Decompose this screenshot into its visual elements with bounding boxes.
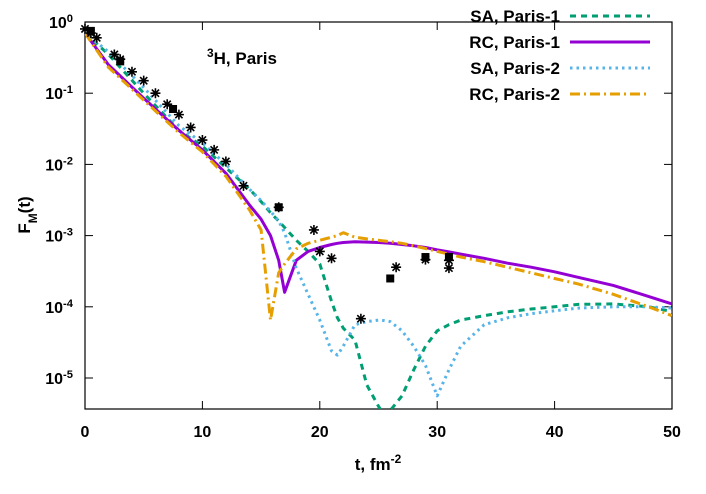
data-point <box>150 88 161 99</box>
x-tick-label: 30 <box>428 424 446 441</box>
data-point <box>185 122 196 133</box>
legend-label: RC, Paris-1 <box>469 33 560 52</box>
legend-label: RC, Paris-2 <box>469 85 560 104</box>
x-tick-label: 20 <box>311 424 329 441</box>
data-point <box>197 135 208 146</box>
y-tick-label: 10-5 <box>45 369 73 388</box>
data-point <box>126 66 137 77</box>
y-axis-label: FM(t) <box>15 196 40 233</box>
data-point <box>308 224 319 235</box>
x-tick-label: 50 <box>663 424 681 441</box>
annotation: 3H, Paris <box>207 46 277 68</box>
data-point <box>91 32 102 43</box>
y-tick-label: 10-2 <box>45 155 73 174</box>
y-tick-label: 100 <box>49 13 73 32</box>
legend-label: SA, Paris-2 <box>470 59 560 78</box>
x-axis-label: t, fm-2 <box>355 452 402 474</box>
plot-area <box>85 31 672 409</box>
x-tick-label: 10 <box>194 424 212 441</box>
plot-frame <box>84 21 673 410</box>
data-point <box>443 263 454 274</box>
data-point <box>169 104 178 113</box>
data-point <box>326 253 337 264</box>
data-point <box>238 180 249 191</box>
legend-label: SA, Paris-1 <box>470 7 560 26</box>
data-point <box>162 99 173 110</box>
series-line <box>85 32 672 322</box>
series-line <box>85 31 672 409</box>
data-point <box>209 144 220 155</box>
data-point <box>173 109 184 120</box>
data-point <box>86 26 95 35</box>
y-tick-label: 10-1 <box>45 84 73 103</box>
data-point <box>391 262 402 273</box>
series-line <box>85 31 672 398</box>
y-tick-label: 10-3 <box>45 227 73 246</box>
data-point <box>421 253 430 262</box>
data-point <box>355 313 366 324</box>
data-point <box>80 23 90 34</box>
x-tick-label: 40 <box>546 424 564 441</box>
data-point <box>220 156 231 167</box>
data-point <box>109 49 120 60</box>
series-line <box>85 32 672 306</box>
x-tick-label: 0 <box>81 424 90 441</box>
data-point <box>314 246 325 257</box>
data-point <box>444 253 453 262</box>
y-tick-label: 10-4 <box>45 298 74 317</box>
data-point <box>386 274 395 283</box>
data-point <box>116 57 125 66</box>
data-point <box>138 75 149 86</box>
data-point <box>274 203 283 212</box>
